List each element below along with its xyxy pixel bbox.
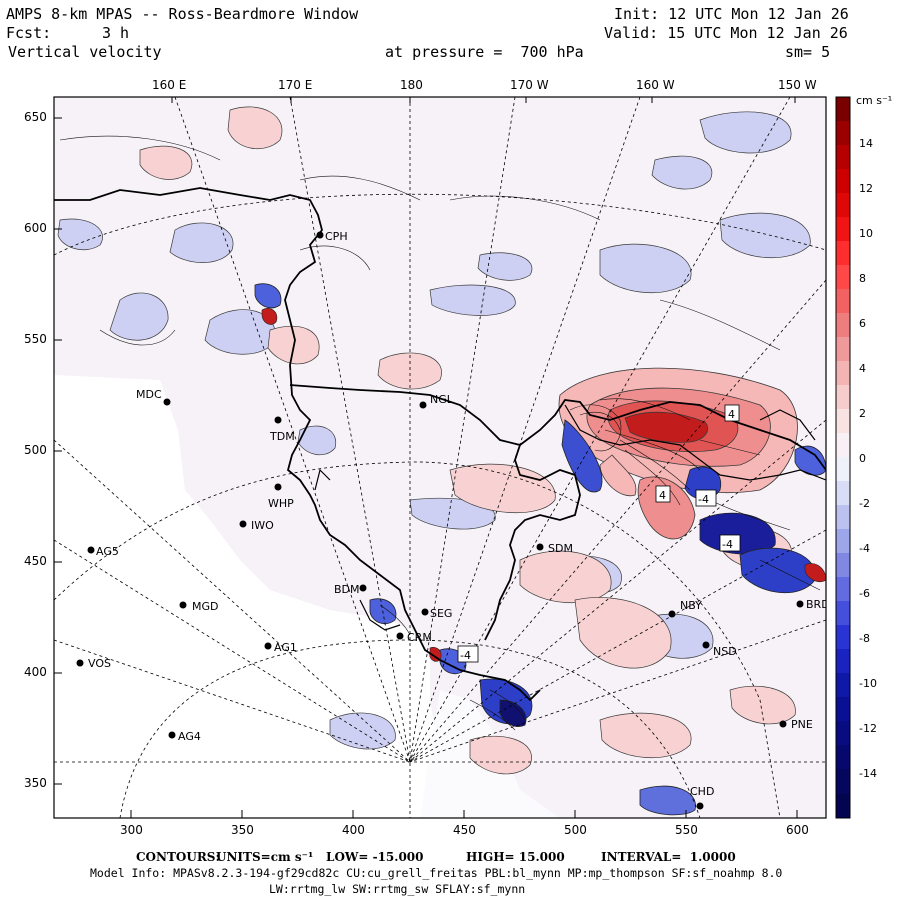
contour-interval: INTERVAL= 1.0000 (601, 850, 736, 864)
y-tick-label: 450 (24, 554, 47, 568)
lon-label: 170 E (278, 78, 313, 92)
map-frame (53, 96, 827, 819)
extremum-label: -4 (722, 538, 733, 551)
contour-lines (59, 135, 821, 731)
station-label: IWO (251, 519, 274, 532)
colorbar-label: -12 (859, 722, 877, 735)
station-label: PNE (791, 718, 813, 731)
station-label: NSD (713, 645, 737, 658)
forecast-hour: 3 h (102, 24, 130, 42)
map-title: AMPS 8-km MPAS -- Ross-Beardmore Window (6, 5, 359, 23)
y-tick-label: 600 (24, 221, 47, 235)
station-label: BRD (806, 598, 830, 611)
x-tick-label: 500 (564, 823, 587, 837)
station-label: SDM (548, 542, 573, 555)
station-label: CPH (325, 230, 348, 243)
contour-high: HIGH= 15.000 (466, 850, 565, 864)
station-label: AG1 (274, 641, 297, 654)
lon-label: 150 W (778, 78, 817, 92)
y-tick-label: 500 (24, 443, 47, 457)
colorbar-label: -4 (859, 542, 870, 555)
colorbar-label: -14 (859, 767, 877, 780)
station-label: AG4 (178, 730, 201, 743)
extremum-label: -4 (698, 493, 709, 506)
colorbar-label: 4 (859, 362, 866, 375)
axis-ticks (54, 97, 798, 818)
colorbar-label: 12 (859, 182, 873, 195)
variable-name: Vertical velocity (8, 43, 162, 61)
colorbar-label: 14 (859, 137, 873, 150)
y-tick-label: 400 (24, 665, 47, 679)
colorbar-labels: cm s⁻¹ 14 12 10 8 6 4 2 0 -2 -4 -6 -8 -1… (856, 94, 892, 780)
x-tick-label: 300 (120, 823, 143, 837)
extremum-label: -4 (460, 649, 471, 662)
x-tick-label: 400 (342, 823, 365, 837)
lon-label: 180 (400, 78, 423, 92)
colorbar-label: 8 (859, 272, 866, 285)
colorbar-label: -8 (859, 632, 870, 645)
station-label: WHP (268, 497, 294, 510)
smoothing: sm= 5 (785, 43, 831, 61)
init-time: Init: 12 UTC Mon 12 Jan 26 (614, 5, 849, 23)
station-label: AG5 (96, 545, 119, 558)
model-info-line2: LW:rrtmg_lw SW:rrtmg_sw SFLAY:sf_mynn (269, 882, 526, 896)
colorbar-label: 10 (859, 227, 873, 240)
colorbar (835, 96, 851, 819)
station-label: CRM (407, 631, 432, 644)
pressure-level: at pressure = 700 hPa (385, 43, 584, 61)
station-label: MDC (136, 388, 162, 401)
updraft-region (558, 367, 798, 540)
y-tick-label: 650 (24, 110, 47, 124)
station-label: TDM (269, 430, 295, 443)
colorbar-label: -6 (859, 587, 870, 600)
colorbar-label: -2 (859, 497, 870, 510)
station-label: NBY (680, 599, 702, 612)
contours-label: CONTOURS: (136, 850, 220, 864)
y-tick-label: 350 (24, 776, 47, 790)
x-tick-label: 600 (786, 823, 809, 837)
colorbar-label: 0 (859, 452, 866, 465)
colorbar-label: -10 (859, 677, 877, 690)
contour-low: LOW= -15.000 (326, 850, 424, 864)
station-label: VOS (88, 657, 111, 670)
station-label: CHD (690, 785, 714, 798)
x-tick-label: 450 (453, 823, 476, 837)
extremum-label: 4 (728, 408, 735, 421)
colorbar-label: 2 (859, 407, 866, 420)
velocity-field: 4 4 -4 -4 -4 CPH MDC TDM NGL WHP IWO AG5… (54, 97, 830, 818)
station-label: MGD (192, 600, 219, 613)
extremum-label: 4 (659, 489, 666, 502)
station-label: SEG (430, 607, 452, 620)
station-label: NGL (430, 393, 454, 406)
lon-label: 160 E (152, 78, 187, 92)
lon-label: 170 W (510, 78, 549, 92)
contour-units: UNITS=cm s⁻¹ (216, 850, 314, 864)
station-markers: CPH MDC TDM NGL WHP IWO AG5 SDM BDM MGD … (76, 230, 830, 810)
station-label: BDM (334, 583, 360, 596)
colorbar-units: cm s⁻¹ (856, 94, 892, 107)
forecast-label: Fcst: (6, 24, 52, 42)
x-tick-label: 350 (231, 823, 254, 837)
lon-label: 160 W (636, 78, 675, 92)
colorbar-label: 6 (859, 317, 866, 330)
y-tick-label: 550 (24, 332, 47, 346)
x-tick-label: 550 (675, 823, 698, 837)
valid-time: Valid: 15 UTC Mon 12 Jan 26 (604, 24, 848, 42)
extrema-markers: 4 4 -4 -4 -4 (457, 404, 741, 663)
model-info: Model Info: MPASv8.2.3-194-gf29cd82c CU:… (90, 866, 783, 880)
coastline (54, 187, 826, 702)
